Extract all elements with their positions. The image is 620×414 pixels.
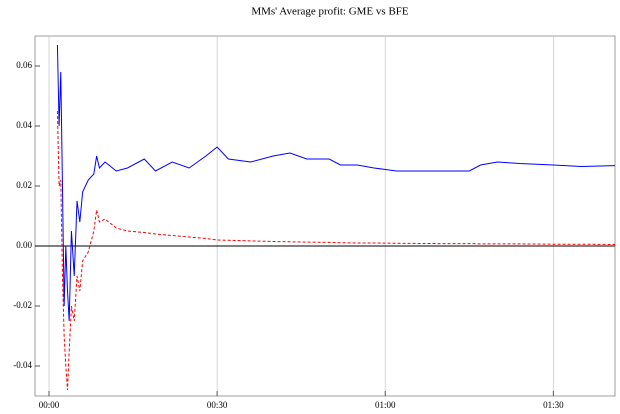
chart-title: MMs' Average profit: GME vs BFE: [251, 6, 409, 18]
y-tick-label: 0.06: [16, 60, 32, 70]
x-tick-label: 00:00: [39, 400, 60, 410]
x-tick-label: 00:30: [207, 400, 228, 410]
y-tick-label: 0.02: [16, 180, 32, 190]
y-tick-label: -0.02: [13, 300, 32, 310]
x-tick-label: 01:00: [375, 400, 396, 410]
plot-frame: [34, 35, 616, 397]
y-tick-label: -0.04: [13, 360, 32, 370]
x-tick-label: 01:30: [543, 400, 564, 410]
series-line: [56, 44, 616, 322]
series-line: [56, 110, 616, 391]
y-tick-label: 0.04: [16, 120, 32, 130]
y-tick-label: 0.00: [16, 240, 32, 250]
